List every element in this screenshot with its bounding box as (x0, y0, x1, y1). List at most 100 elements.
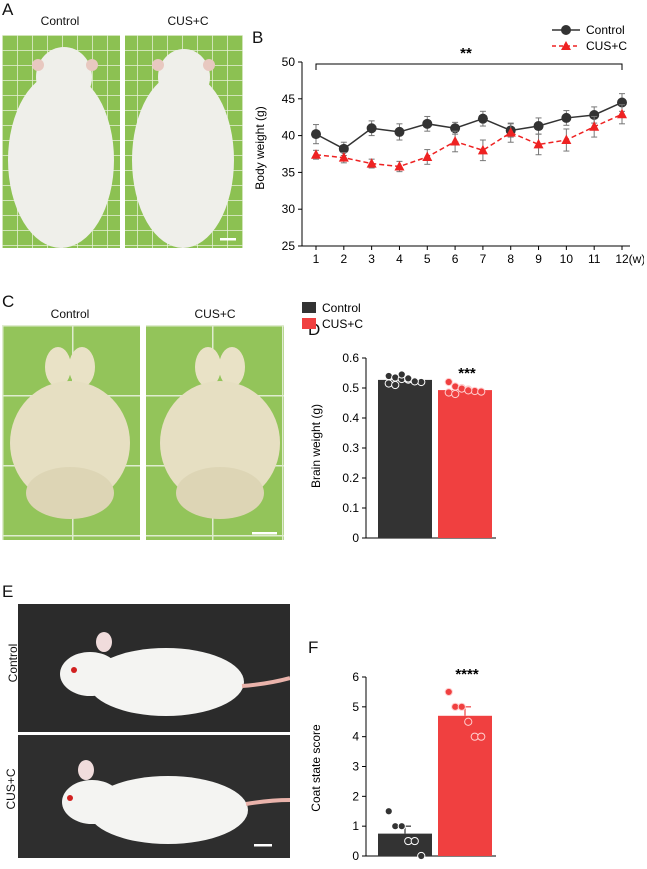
d-data-point (410, 377, 419, 386)
panel-letter-a: A (2, 0, 14, 19)
d-data-point (404, 374, 413, 383)
mouse-side-photo (18, 604, 290, 858)
b-x-tick-label: 9 (535, 252, 542, 266)
legend-d-cus-swatch (302, 318, 316, 329)
b-point-control (561, 112, 572, 123)
d-data-point (384, 379, 393, 388)
b-point-control (338, 143, 349, 154)
f-data-point (477, 732, 486, 741)
d-significance-label: *** (458, 365, 476, 382)
d-y-tick-label: 0.4 (342, 411, 359, 425)
b-point-control (422, 118, 433, 129)
f-data-point (464, 717, 473, 726)
f-data-point (417, 851, 426, 861)
body-weight-chart: Body weight (g) (w) ** Control CUS+C 253… (253, 23, 644, 266)
d-y-tick-label: 0.5 (342, 381, 359, 395)
b-point-cus (477, 144, 488, 155)
b-y-tick-label: 30 (282, 202, 296, 216)
f-y-tick-label: 6 (352, 670, 359, 684)
d-data-point (391, 380, 400, 390)
f-data-point (397, 822, 406, 831)
d-data-point (384, 371, 393, 381)
f-y-axis-label: Coat state score (309, 724, 323, 812)
b-point-cus (311, 149, 321, 159)
b-point-cus (617, 108, 627, 119)
f-y-tick-label: 5 (352, 700, 359, 714)
b-y-tick-label: 50 (282, 55, 296, 69)
photo-a-label-cus: CUS+C (167, 14, 209, 28)
b-x-tick-label: 7 (480, 252, 487, 266)
d-data-point (444, 388, 453, 397)
legend-control-marker (561, 25, 571, 35)
legend-d-control-swatch (302, 302, 316, 313)
d-data-point (444, 377, 453, 387)
d-bar-0 (378, 379, 432, 538)
b-x-tick-label: 1 (313, 252, 320, 266)
b-x-tick-label: 12 (615, 252, 629, 266)
b-x-tick-label: 5 (424, 252, 431, 266)
d-y-axis-label: Brain weight (g) (309, 404, 323, 488)
panel-letter-c: C (2, 292, 15, 311)
b-y-tick-label: 40 (282, 129, 296, 143)
d-y-tick-label: 0.6 (342, 351, 359, 365)
d-y-tick-label: 0.2 (342, 471, 359, 485)
mouse-back-photo (2, 35, 243, 248)
b-significance-bracket (315, 63, 623, 70)
b-series-line-0 (315, 101, 623, 150)
f-y-tick-label: 1 (352, 819, 359, 833)
panel-letter-f: F (308, 638, 319, 657)
f-y-tick-label: 4 (352, 730, 359, 744)
b-point-cus (450, 135, 461, 146)
b-legend: Control CUS+C (552, 23, 627, 53)
brain-weight-chart: Control CUS+C Brain weight (g) *** 0 0.1 0… (302, 301, 496, 545)
d-y-tick-label: 0.3 (342, 441, 359, 455)
b-point-control (533, 121, 544, 132)
b-point-cus (589, 121, 600, 131)
b-point-cus (394, 161, 405, 171)
b-point-cus (422, 151, 433, 161)
brain-photo (2, 325, 284, 540)
legend-d-control-label: Control (322, 301, 361, 315)
d-y-tick-label: 0 (352, 531, 359, 545)
b-point-control (589, 109, 600, 120)
b-y-axis-label: Body weight (g) (253, 106, 267, 189)
b-x-tick-label: 4 (396, 252, 403, 266)
legend-d-cus-label: CUS+C (322, 317, 363, 331)
b-x-axis-label: (w) (629, 252, 644, 266)
f-y-tick-label: 2 (352, 789, 359, 803)
d-data-point (464, 386, 473, 395)
f-significance-label: **** (455, 666, 479, 683)
b-y-tick-label: 25 (282, 239, 296, 253)
photo-e-label-control: Control (6, 643, 20, 683)
panel-letter-b: B (252, 28, 264, 47)
b-point-cus (366, 158, 377, 168)
photo-a-label-control: Control (40, 14, 80, 28)
d-data-point (451, 389, 460, 399)
b-point-cus (533, 138, 544, 149)
panel-letter-e: E (2, 582, 14, 601)
b-x-tick-label: 2 (340, 252, 347, 266)
b-x-tick-label: 8 (507, 252, 514, 266)
photo-c-label-cus: CUS+C (194, 307, 236, 321)
d-y-tick-label: 0.1 (342, 501, 359, 515)
f-data-point (384, 807, 393, 816)
f-data-point (444, 687, 453, 697)
b-point-control (311, 129, 321, 140)
b-y-tick-label: 45 (282, 92, 296, 106)
legend-cus-marker (561, 41, 571, 50)
d-data-point (477, 387, 486, 396)
b-x-tick-label: 10 (560, 252, 574, 266)
b-point-cus (561, 134, 572, 145)
d-data-point (397, 370, 406, 379)
b-point-control (394, 126, 405, 137)
legend-cus-label: CUS+C (586, 39, 627, 53)
coat-state-chart: Coat state score **** 0 1 2 3 4 5 6 (309, 666, 496, 863)
photo-c-label-control: Control (50, 307, 90, 321)
d-bar-1 (438, 390, 492, 538)
b-y-tick-label: 35 (282, 165, 296, 179)
f-y-tick-label: 0 (352, 849, 359, 863)
f-data-point (457, 702, 466, 711)
b-point-cus (338, 152, 349, 162)
b-x-tick-label: 11 (588, 252, 601, 266)
d-legend: Control (302, 301, 361, 315)
